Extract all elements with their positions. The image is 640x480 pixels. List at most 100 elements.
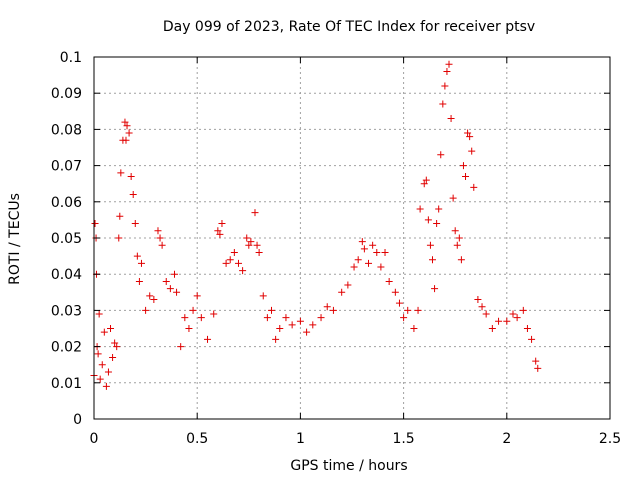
data-point [422,176,430,184]
data-point [445,60,453,68]
data-point [137,259,145,267]
data-point [377,263,385,271]
data-point [410,325,418,332]
data-point [102,382,110,390]
data-point [94,350,102,358]
y-tick-label: 0.02 [51,340,82,356]
data-point [170,270,178,278]
data-point [414,306,422,314]
y-tick-label: 0.08 [51,122,82,138]
data-point [96,375,104,383]
y-tick-label: 0.06 [51,195,82,211]
y-tick-label: 0.1 [60,50,82,66]
data-point [133,252,141,260]
data-point [329,306,337,314]
y-tick-label: 0.05 [51,231,82,247]
data-point [523,325,531,332]
data-point [263,314,271,322]
data-point [455,234,463,242]
x-tick-label: 1 [296,431,305,447]
data-point [519,306,527,314]
data-point [462,172,470,180]
data-point [185,325,193,332]
data-point [350,263,358,271]
data-point [234,259,242,267]
data-point [426,241,434,249]
data-point [470,183,478,191]
data-point [373,248,381,256]
data-point [166,285,174,293]
data-point [400,314,408,322]
data-point [253,241,261,249]
data-point [449,194,457,202]
data-point [495,317,503,325]
data-point [259,292,267,300]
data-point [150,296,158,304]
data-point [121,118,129,126]
data-point [323,303,331,311]
data-point [156,234,164,242]
data-point [135,277,143,285]
x-tick-label: 2.5 [599,431,621,447]
data-point [296,317,304,325]
data-point [474,296,482,304]
data-point [276,325,284,332]
data-point [303,328,311,336]
data-point [255,248,263,256]
data-point [107,325,115,332]
data-point [104,368,112,376]
data-point [189,306,197,314]
data-point [91,220,99,228]
data-point [466,133,474,141]
data-point [142,306,150,314]
data-points-layer [90,60,542,390]
data-point [369,241,377,249]
ticks-layer: 0 0.5 1 1.5 2 2.5 0 0.01 0.02 0.03 0.04 0.05 0.06 0.0… [51,50,621,447]
data-point [117,169,125,177]
data-point [109,353,117,361]
data-point [428,256,436,264]
data-point [482,310,490,318]
data-point [420,180,428,188]
y-tick-label: 0.07 [51,159,82,175]
y-tick-label: 0.04 [51,267,82,283]
data-point [381,248,389,256]
data-point [282,314,290,322]
data-point [113,343,121,351]
data-point [365,259,373,267]
y-axis-label: ROTI / TECUs [7,193,23,285]
x-tick-label: 2 [502,431,511,447]
grid-layer [94,57,610,419]
data-point [528,335,536,343]
data-point [154,227,162,235]
data-point [127,172,135,180]
data-point [230,248,238,256]
x-axis-label: GPS time / hours [290,458,407,474]
data-point [385,277,393,285]
data-point [443,67,451,75]
data-point [111,339,119,347]
data-point [431,285,439,293]
data-point [317,314,325,322]
data-point [424,216,432,224]
data-point [513,314,521,322]
data-point [131,220,139,228]
data-point [441,82,449,90]
y-tick-label: 0.03 [51,303,82,319]
data-point [245,241,253,249]
data-point [439,100,447,108]
data-point [216,230,224,238]
data-point [243,234,251,242]
data-point [435,205,443,213]
data-point [239,267,247,275]
data-point [451,227,459,235]
data-point [272,335,280,343]
data-point [468,147,476,155]
data-point [268,306,276,314]
data-point [395,299,403,307]
y-tick-label: 0.01 [51,376,82,392]
data-point [464,129,472,137]
data-point [488,325,496,332]
